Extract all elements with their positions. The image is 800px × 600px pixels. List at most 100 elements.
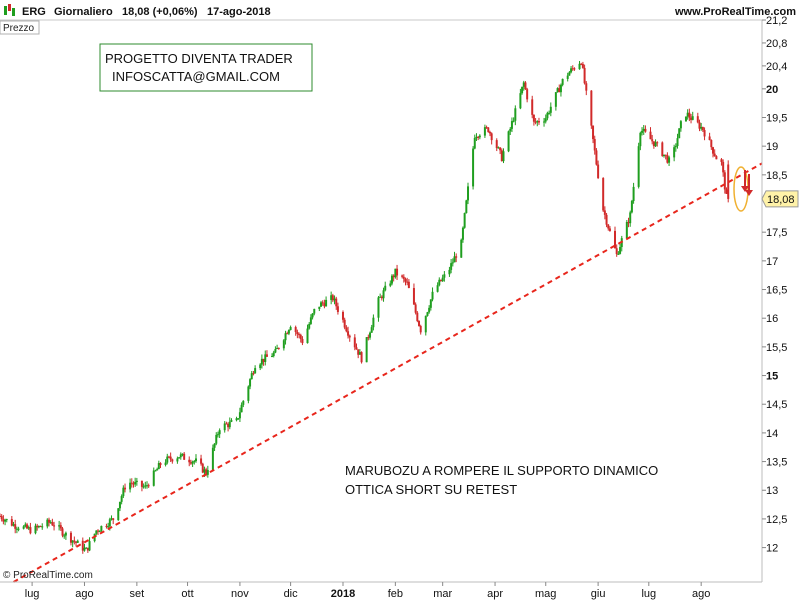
candle [26,522,29,530]
candle-body [619,247,622,254]
candle-body [15,528,18,530]
candle [250,370,253,380]
candle [526,87,529,103]
candle [343,317,346,330]
candle [260,354,263,369]
candle-body [144,485,147,487]
candle-body [86,547,89,551]
candle-body [47,519,50,523]
candle-body [715,156,718,160]
candle [698,119,701,132]
candle-body [277,347,280,349]
candle [674,143,677,152]
candle-body [357,349,360,355]
candle-body [134,481,137,485]
candle-body [617,253,620,255]
candle [426,311,429,317]
candle [436,282,439,293]
candle [335,296,338,310]
candle-body [335,298,338,307]
y-tick-label: 19,5 [766,112,787,124]
candle-body [602,178,605,211]
candle-body [124,487,127,490]
candle-body [75,541,78,543]
candle-body [607,224,610,229]
candle [419,324,422,335]
candle [614,226,617,249]
candle [238,407,241,423]
header-bar: ERG Giornaliero 18,08 (+0,06%) 17-ago-20… [4,4,796,18]
candle [639,131,642,151]
candle [424,315,427,336]
candle [360,351,363,364]
y-tick-label: 13 [766,485,778,497]
candle-body [372,317,375,328]
candle [534,118,537,125]
candle-body [331,295,334,301]
candle [225,421,228,425]
candle [135,477,138,486]
candle-body [299,334,302,339]
candle [688,108,691,122]
candle [321,300,324,306]
candle-body [627,221,630,224]
candle-body [132,483,135,485]
candle-body [691,116,694,120]
candle-body [603,210,606,215]
candle [580,62,583,66]
candle [532,114,535,126]
candle-body [668,157,671,163]
candle [656,141,659,147]
candle [710,139,713,150]
candle [490,132,493,145]
quote-date: 17-ago-2018 [207,6,271,18]
candle-body [203,469,206,473]
quote: 18,08 (+0,06%) [122,6,198,18]
candle-body [431,291,434,300]
candle-body [0,516,3,520]
site-url[interactable]: www.ProRealTime.com [674,6,796,18]
candle [571,65,574,71]
candle [325,296,328,307]
candle-body [213,443,216,448]
candle-body [169,456,172,460]
candle [537,117,540,125]
candle-body [63,535,66,537]
x-tick-label: giu [591,588,606,600]
candle [2,515,5,525]
x-tick-label: apr [487,588,503,600]
candle-body [259,364,262,369]
candle [585,81,588,96]
candle-body [118,501,121,509]
candle [723,170,726,194]
candle-body [429,299,432,308]
candle [573,67,576,71]
candle-body [428,307,431,313]
candle [296,329,299,339]
candle-body [583,67,586,84]
candle-body [696,116,699,123]
candle-body [105,525,108,527]
candle-body [26,524,29,529]
candle-body [156,469,159,471]
candle [330,291,333,305]
candle-body [490,133,493,141]
candle [715,155,718,160]
symbol: ERG [22,6,46,18]
candle [313,308,316,316]
candle-body [194,458,197,462]
candle [666,152,669,164]
candle-body [722,161,725,173]
x-tick-label: feb [388,588,403,600]
candle-body [313,308,316,314]
candle [632,182,635,204]
candle-body [581,63,584,68]
candle [519,88,522,110]
candle [686,109,689,120]
candle-body [39,526,42,528]
candle-body [27,527,30,529]
candle [543,117,546,127]
candle-body [262,358,265,362]
candle-body [615,248,618,255]
candle-body [566,75,569,79]
